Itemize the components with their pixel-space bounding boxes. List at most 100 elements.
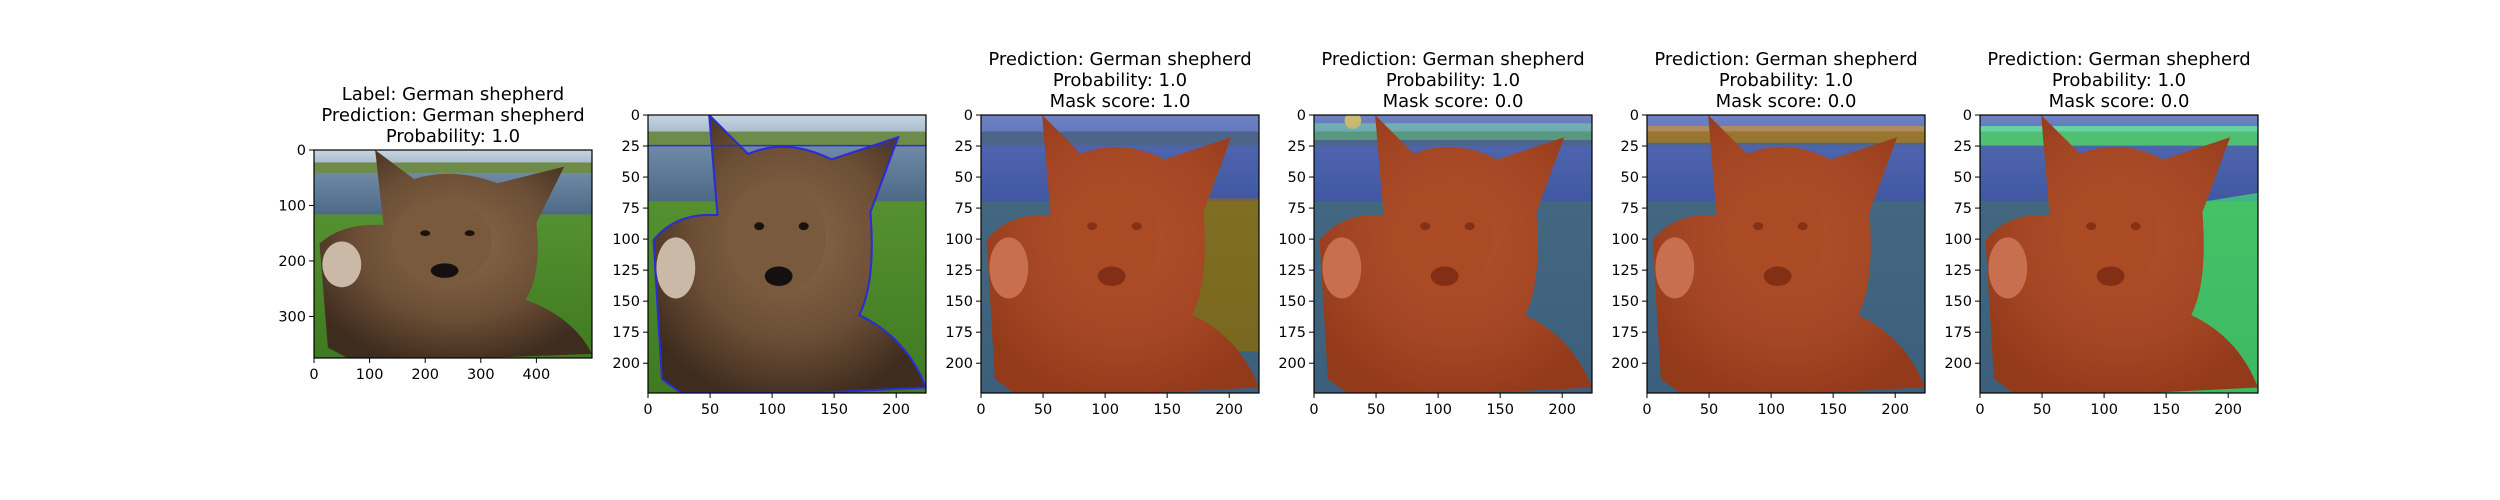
axes-frame: [1313, 114, 1593, 394]
panel-title-line: Label: German shepherd: [342, 84, 564, 105]
y-tick-label: 75: [1621, 201, 1639, 217]
x-tick-label: 0: [1975, 402, 1984, 418]
y-tick-label: 75: [1954, 201, 1972, 217]
axes-frame: [980, 114, 1260, 394]
x-tick-label: 150: [1153, 402, 1181, 418]
axes-frame: [313, 149, 593, 359]
y-tick-label: 0: [1963, 108, 1972, 124]
panel-title-line: Mask score: 0.0: [1383, 91, 1524, 112]
y-tick-label: 50: [1621, 170, 1639, 186]
mask-overlay: [1314, 115, 1592, 393]
axes-frame: [647, 114, 927, 394]
x-tick-label: 50: [1700, 402, 1718, 418]
y-tick-label: 100: [278, 198, 306, 214]
y-tick-label: 150: [1278, 294, 1306, 310]
sky-region: [648, 115, 926, 132]
dog-nose: [764, 266, 793, 286]
y-tick-label: 100: [1278, 232, 1306, 248]
x-tick-label: 50: [2033, 402, 2051, 418]
dog-eye: [420, 230, 431, 237]
sky-region: [314, 150, 592, 163]
y-tick-label: 25: [1621, 139, 1639, 155]
dog-chest: [656, 237, 696, 299]
x-tick-label: 50: [701, 402, 719, 418]
axes-frame: [1979, 114, 2259, 394]
y-tick-label: 0: [1297, 108, 1306, 124]
y-tick-label: 200: [1944, 356, 1972, 372]
panel-title-line: Probability: 1.0: [386, 126, 520, 147]
dog-chest: [322, 241, 362, 288]
y-tick-label: 0: [1630, 108, 1639, 124]
x-tick-label: 150: [820, 402, 848, 418]
panel-title-line: Prediction: German shepherd: [1654, 49, 1917, 70]
x-tick-label: 100: [1424, 402, 1452, 418]
y-tick-label: 125: [945, 263, 973, 279]
x-tick-label: 100: [1757, 402, 1785, 418]
panel-title-line: Mask score: 0.0: [2049, 91, 2190, 112]
y-tick-label: 75: [1288, 201, 1306, 217]
dog-nose: [430, 263, 459, 278]
y-tick-label: 0: [297, 143, 306, 159]
segment-boundary: [652, 115, 926, 393]
y-tick-label: 300: [278, 309, 306, 325]
x-tick-label: 200: [1215, 402, 1243, 418]
mask-overlay: [981, 115, 1259, 393]
dog-mask: [1985, 115, 2258, 393]
subplot-2: 0 50 100 150 200 0 25 50 75 100 125 150 175 200: [612, 108, 927, 418]
y-tick-label: 75: [955, 201, 973, 217]
dog-head: [391, 199, 492, 284]
y-tick-label: 100: [945, 232, 973, 248]
x-tick-label: 200: [1881, 402, 1909, 418]
y-tick-label: 125: [1944, 263, 1972, 279]
panel-title-line: Mask score: 1.0: [1050, 91, 1191, 112]
secondary-mask: [1647, 126, 1925, 143]
y-tick-label: 100: [1944, 232, 1972, 248]
x-tick-label: 0: [1309, 402, 1318, 418]
y-tick-label: 175: [1278, 325, 1306, 341]
y-tick-label: 0: [631, 108, 640, 124]
y-tick-label: 50: [1288, 170, 1306, 186]
panel-title-line: Probability: 1.0: [1386, 70, 1520, 91]
y-tick-label: 0: [964, 108, 973, 124]
x-tick-label: 400: [523, 367, 551, 383]
y-tick-label: 150: [612, 294, 640, 310]
panel-title-line: Probability: 1.0: [2052, 70, 2186, 91]
x-tick-label: 100: [758, 402, 786, 418]
dog-mask: [1319, 115, 1592, 393]
x-tick-label: 200: [882, 402, 910, 418]
x-tick-label: 300: [467, 367, 495, 383]
panel-title-line: Prediction: German shepherd: [1321, 49, 1584, 70]
subplot-6: 0 50 100 150 200 0 25 50 75 100 125 150 175 200 Predic…: [1944, 49, 2259, 418]
y-tick-label: 175: [945, 325, 973, 341]
dog-eye: [464, 230, 475, 237]
panel-title-line: Prediction: German shepherd: [1987, 49, 2250, 70]
dog-mask: [986, 115, 1259, 393]
panel-title-line: Mask score: 0.0: [1716, 91, 1857, 112]
y-tick-label: 75: [622, 201, 640, 217]
axes-frame: [1646, 114, 1926, 394]
y-tick-label: 25: [955, 139, 973, 155]
x-tick-label: 0: [976, 402, 985, 418]
dog-mask: [1652, 115, 1925, 393]
x-tick-label: 150: [1486, 402, 1514, 418]
dog-head: [725, 181, 826, 293]
dog-eye: [754, 222, 765, 231]
y-tick-label: 25: [1288, 139, 1306, 155]
x-tick-label: 0: [643, 402, 652, 418]
y-tick-label: 150: [1611, 294, 1639, 310]
small-mask: [1344, 115, 1362, 129]
x-tick-label: 150: [1819, 402, 1847, 418]
dog-eye: [798, 222, 809, 231]
panel-title-line: Probability: 1.0: [1053, 70, 1187, 91]
mask-overlay: [1980, 115, 2258, 393]
y-tick-label: 200: [278, 254, 306, 270]
y-tick-label: 200: [1611, 356, 1639, 372]
y-tick-label: 50: [955, 170, 973, 186]
x-tick-label: 100: [356, 367, 384, 383]
x-tick-label: 0: [309, 367, 318, 383]
x-tick-label: 50: [1367, 402, 1385, 418]
y-tick-label: 50: [1954, 170, 1972, 186]
y-tick-label: 150: [1944, 294, 1972, 310]
x-tick-label: 0: [1642, 402, 1651, 418]
